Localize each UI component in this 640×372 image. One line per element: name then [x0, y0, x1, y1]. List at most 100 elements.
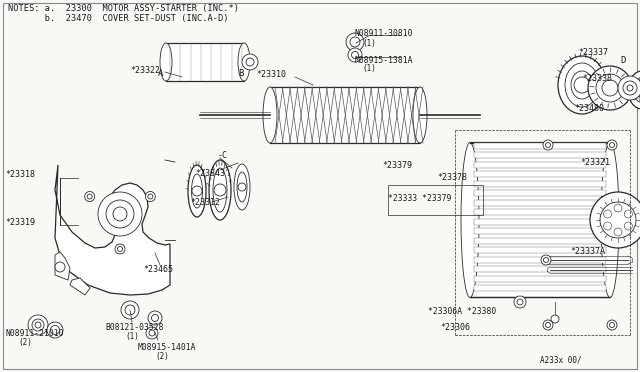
Circle shape	[602, 80, 618, 96]
Text: D: D	[620, 55, 625, 64]
Ellipse shape	[263, 87, 277, 143]
Text: N08911-21010: N08911-21010	[5, 330, 63, 339]
Text: *23312: *23312	[190, 198, 220, 206]
Circle shape	[87, 194, 92, 199]
Circle shape	[543, 257, 548, 263]
Circle shape	[604, 222, 612, 230]
Ellipse shape	[237, 172, 247, 202]
Circle shape	[543, 320, 553, 330]
Ellipse shape	[209, 160, 231, 220]
Circle shape	[115, 244, 125, 254]
Circle shape	[214, 184, 226, 196]
Ellipse shape	[234, 164, 250, 210]
Circle shape	[346, 33, 364, 51]
Circle shape	[98, 192, 142, 236]
Bar	[474, 257, 606, 263]
Bar	[474, 247, 606, 253]
Text: *23480: *23480	[574, 103, 604, 112]
Text: *23318: *23318	[5, 170, 35, 179]
Bar	[474, 171, 606, 177]
Text: (1): (1)	[362, 38, 376, 48]
Circle shape	[55, 262, 65, 272]
Circle shape	[246, 58, 254, 66]
Polygon shape	[55, 165, 170, 295]
Circle shape	[348, 48, 362, 62]
Text: B: B	[238, 68, 243, 77]
Text: M08915-1381A: M08915-1381A	[355, 55, 413, 64]
Circle shape	[148, 311, 162, 325]
Bar	[474, 219, 606, 225]
Circle shape	[627, 85, 633, 91]
Bar	[474, 228, 606, 234]
Circle shape	[600, 202, 636, 238]
Ellipse shape	[628, 71, 640, 109]
Text: A233x 00/: A233x 00/	[540, 356, 582, 365]
Text: (2): (2)	[18, 339, 32, 347]
Ellipse shape	[571, 71, 593, 99]
Text: *23321: *23321	[580, 157, 610, 167]
Bar	[388, 185, 483, 215]
Circle shape	[84, 192, 95, 202]
Text: N08911-30810: N08911-30810	[355, 29, 413, 38]
Bar	[474, 285, 606, 291]
Circle shape	[118, 247, 122, 251]
Ellipse shape	[601, 142, 619, 298]
Polygon shape	[70, 278, 90, 295]
Text: (1): (1)	[362, 64, 376, 73]
Ellipse shape	[213, 168, 227, 212]
Ellipse shape	[188, 165, 206, 217]
Text: b.  23470  COVER SET-DUST (INC.A-D): b. 23470 COVER SET-DUST (INC.A-D)	[8, 13, 228, 22]
Circle shape	[238, 183, 246, 191]
Circle shape	[607, 140, 617, 150]
Bar	[474, 143, 606, 149]
Circle shape	[632, 93, 638, 99]
Circle shape	[614, 228, 622, 236]
Circle shape	[350, 37, 360, 47]
Text: *23337A: *23337A	[570, 247, 605, 257]
Circle shape	[242, 54, 258, 70]
Circle shape	[545, 323, 550, 327]
Ellipse shape	[633, 77, 640, 103]
Circle shape	[192, 186, 202, 196]
Circle shape	[517, 299, 523, 305]
Text: *23306: *23306	[440, 324, 470, 333]
Circle shape	[152, 314, 159, 321]
Bar	[474, 200, 606, 206]
Circle shape	[145, 192, 156, 202]
Circle shape	[618, 76, 640, 100]
Text: *23337: *23337	[578, 48, 608, 57]
Bar	[620, 80, 630, 96]
Text: *23378: *23378	[437, 173, 467, 182]
Bar	[474, 181, 606, 187]
Text: *23322: *23322	[130, 65, 160, 74]
Bar	[474, 209, 606, 215]
Text: B08121-03528: B08121-03528	[105, 323, 163, 331]
Bar	[474, 162, 606, 168]
Circle shape	[639, 96, 640, 102]
Ellipse shape	[238, 43, 250, 81]
Ellipse shape	[413, 87, 427, 143]
Bar	[474, 276, 606, 282]
Circle shape	[51, 326, 60, 334]
Ellipse shape	[594, 72, 616, 104]
Text: *23333 *23379: *23333 *23379	[388, 193, 451, 202]
Ellipse shape	[160, 43, 172, 81]
Circle shape	[625, 210, 632, 218]
Circle shape	[629, 87, 635, 93]
Circle shape	[588, 66, 632, 110]
Circle shape	[113, 207, 127, 221]
Bar	[270, 87, 420, 143]
Circle shape	[47, 322, 63, 338]
Circle shape	[551, 315, 559, 323]
Circle shape	[604, 210, 612, 218]
Text: *23379: *23379	[382, 160, 412, 170]
Text: NOTES: a.  23300  MOTOR ASSY-STARTER (INC.*): NOTES: a. 23300 MOTOR ASSY-STARTER (INC.…	[8, 3, 239, 13]
Bar	[474, 266, 606, 272]
Circle shape	[35, 322, 41, 328]
Circle shape	[614, 204, 622, 212]
Circle shape	[596, 74, 624, 102]
Circle shape	[545, 142, 550, 148]
Circle shape	[639, 78, 640, 84]
Text: *23343: *23343	[195, 169, 225, 177]
Circle shape	[590, 192, 640, 248]
